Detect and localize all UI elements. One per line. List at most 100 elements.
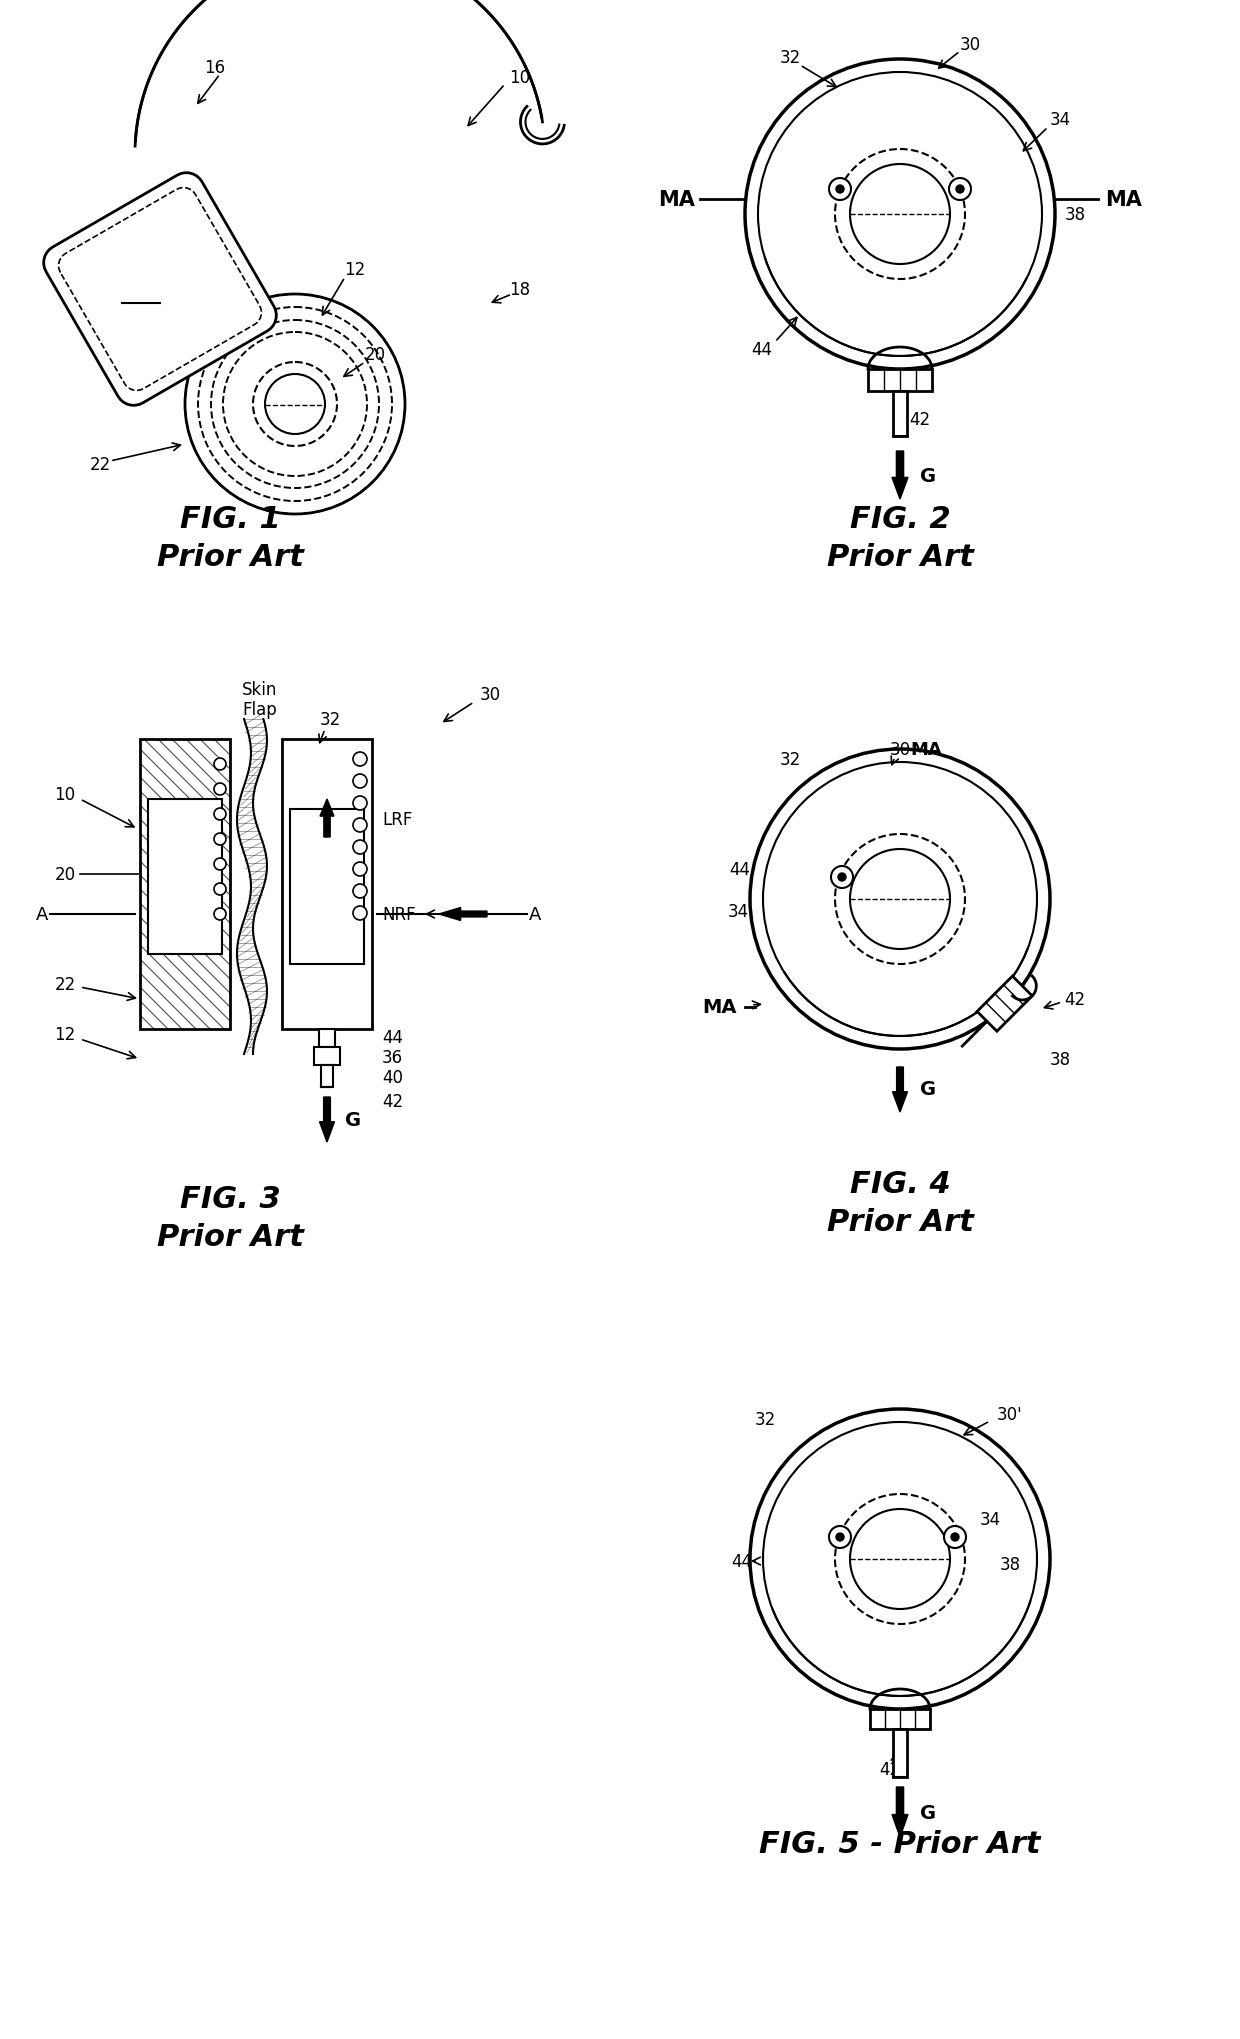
Text: 42: 42 xyxy=(382,1093,403,1111)
Circle shape xyxy=(215,883,226,895)
Circle shape xyxy=(838,873,846,881)
Text: FIG. 1: FIG. 1 xyxy=(180,506,280,534)
Text: G: G xyxy=(920,1805,936,1823)
Circle shape xyxy=(353,862,367,877)
Circle shape xyxy=(353,818,367,832)
Polygon shape xyxy=(320,1097,335,1142)
Circle shape xyxy=(353,885,367,899)
Text: FIG. 4: FIG. 4 xyxy=(849,1170,950,1199)
Bar xyxy=(319,1030,335,1048)
Text: 30: 30 xyxy=(960,37,981,53)
Text: 44: 44 xyxy=(732,1552,753,1570)
Circle shape xyxy=(215,759,226,771)
Polygon shape xyxy=(977,977,1032,1032)
Circle shape xyxy=(956,186,963,194)
Text: 44: 44 xyxy=(382,1028,403,1046)
Text: 42: 42 xyxy=(1064,991,1085,1009)
Text: Flap: Flap xyxy=(243,701,278,718)
Circle shape xyxy=(353,752,367,767)
Text: 12: 12 xyxy=(55,1026,76,1044)
Text: 18: 18 xyxy=(510,281,531,300)
Bar xyxy=(893,391,906,436)
Text: N: N xyxy=(893,1564,908,1582)
Circle shape xyxy=(849,165,950,265)
Text: MA: MA xyxy=(658,190,694,210)
Text: 20: 20 xyxy=(365,347,386,363)
Text: 38: 38 xyxy=(1064,206,1085,224)
Text: NRF: NRF xyxy=(382,905,415,924)
Bar xyxy=(140,740,229,1030)
Polygon shape xyxy=(43,173,277,406)
Text: Prior Art: Prior Art xyxy=(156,1223,304,1252)
Text: S: S xyxy=(894,1535,906,1554)
Text: G: G xyxy=(920,1081,936,1099)
Text: MA: MA xyxy=(703,997,738,1017)
Circle shape xyxy=(215,834,226,846)
Bar xyxy=(870,1709,930,1729)
Circle shape xyxy=(353,840,367,854)
Circle shape xyxy=(215,858,226,871)
Text: A: A xyxy=(528,905,541,924)
Text: Prior Art: Prior Art xyxy=(827,542,973,573)
Text: 32: 32 xyxy=(780,49,801,67)
Circle shape xyxy=(215,909,226,920)
Text: S: S xyxy=(894,877,906,895)
Text: N: N xyxy=(288,387,301,406)
Text: 34: 34 xyxy=(1049,110,1070,128)
Text: MA: MA xyxy=(910,740,941,759)
Circle shape xyxy=(836,186,844,194)
Text: G: G xyxy=(345,1111,361,1130)
Circle shape xyxy=(949,179,971,202)
Text: G: G xyxy=(920,467,936,485)
Text: 30': 30' xyxy=(997,1405,1023,1423)
Text: 10: 10 xyxy=(55,785,76,803)
Text: 44: 44 xyxy=(751,341,773,359)
Circle shape xyxy=(836,1533,844,1541)
Circle shape xyxy=(830,179,851,202)
Text: 34: 34 xyxy=(980,1511,1001,1529)
Text: 38: 38 xyxy=(999,1556,1021,1574)
Text: 34: 34 xyxy=(728,903,749,920)
Text: 32: 32 xyxy=(754,1411,776,1427)
Text: 42: 42 xyxy=(909,410,930,428)
Circle shape xyxy=(265,375,325,434)
Bar xyxy=(290,809,365,964)
Text: FIG. 5 - Prior Art: FIG. 5 - Prior Art xyxy=(759,1829,1040,1860)
Text: 38: 38 xyxy=(1049,1050,1070,1068)
Text: 12: 12 xyxy=(345,261,366,279)
Circle shape xyxy=(830,1527,851,1548)
Bar xyxy=(893,1729,906,1778)
Circle shape xyxy=(353,797,367,812)
Text: LRF: LRF xyxy=(382,812,413,828)
Text: N: N xyxy=(893,905,908,922)
Text: 30: 30 xyxy=(889,740,910,759)
Text: 44: 44 xyxy=(729,860,750,879)
Text: 36: 36 xyxy=(382,1048,403,1066)
Polygon shape xyxy=(892,453,908,500)
Polygon shape xyxy=(892,1786,908,1837)
Text: Prior Art: Prior Art xyxy=(827,1207,973,1238)
Text: 16: 16 xyxy=(205,59,226,77)
Text: N: N xyxy=(174,838,197,867)
Circle shape xyxy=(215,809,226,820)
Circle shape xyxy=(849,1509,950,1609)
Bar xyxy=(321,1066,334,1087)
Text: S: S xyxy=(894,192,906,210)
Bar xyxy=(868,369,932,391)
Text: 22: 22 xyxy=(89,457,110,473)
Text: 30: 30 xyxy=(480,685,501,703)
Text: 22: 22 xyxy=(55,975,76,993)
Text: 20: 20 xyxy=(55,867,76,883)
Circle shape xyxy=(353,907,367,920)
Text: S: S xyxy=(175,905,195,934)
Text: FIG. 2: FIG. 2 xyxy=(849,506,950,534)
Text: 14: 14 xyxy=(126,285,154,306)
Text: 32: 32 xyxy=(320,712,341,728)
Bar xyxy=(281,740,372,1030)
Text: N: N xyxy=(315,916,339,944)
Polygon shape xyxy=(320,799,334,838)
Text: Prior Art: Prior Art xyxy=(156,542,304,573)
Text: N: N xyxy=(893,220,908,239)
Text: A: A xyxy=(36,905,48,924)
Circle shape xyxy=(849,850,950,950)
